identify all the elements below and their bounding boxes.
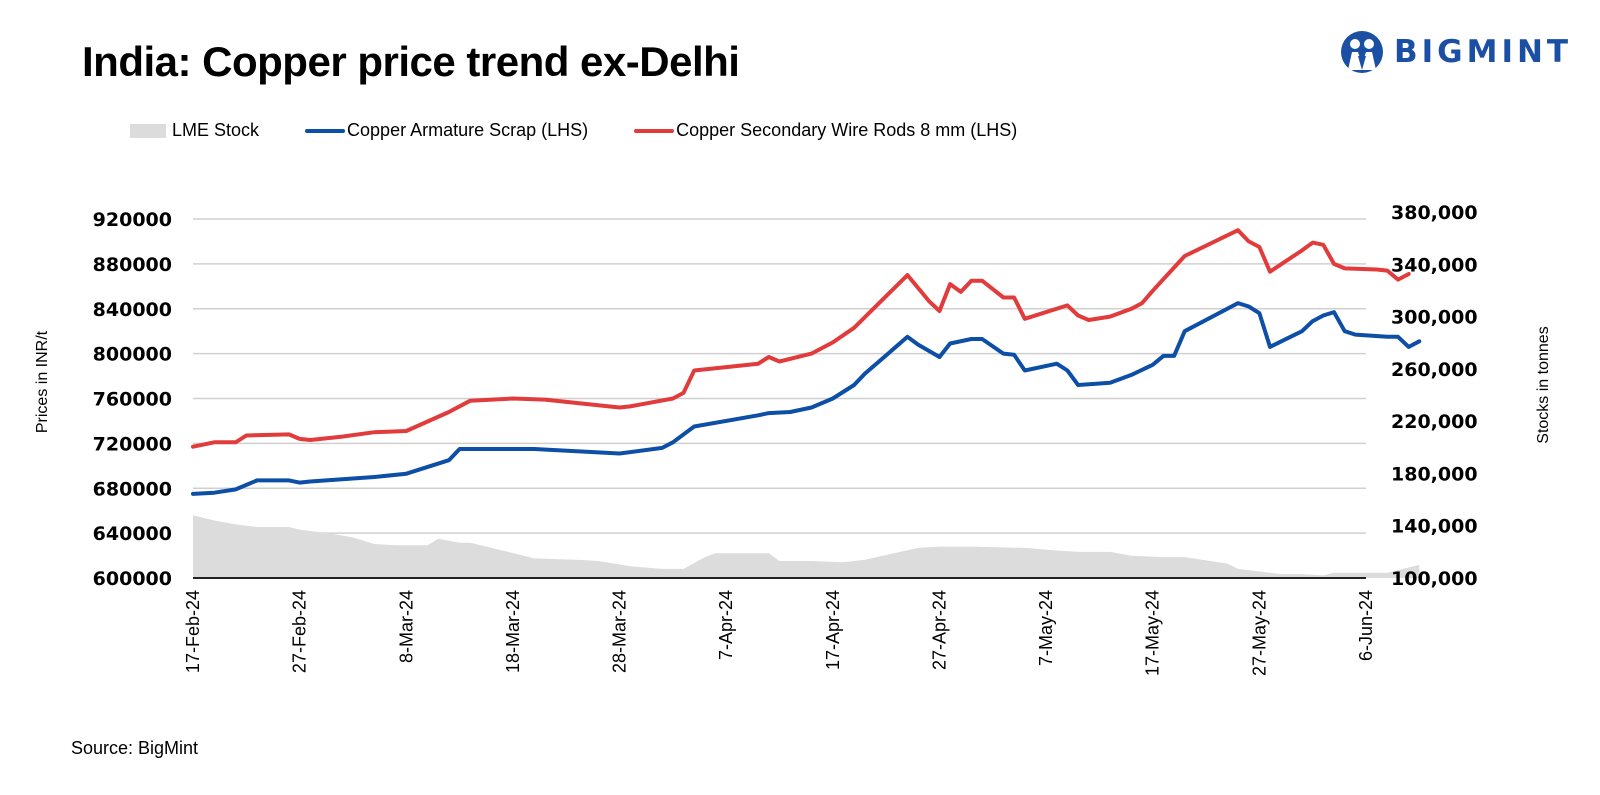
x-tick-label: 27-Apr-24	[930, 590, 950, 670]
legend-item-lme-stock: LME Stock	[130, 120, 259, 141]
x-tick-label: 27-Feb-24	[290, 590, 310, 673]
y-axis-right-title: Stocks in tonnes	[1535, 326, 1552, 443]
y-right-tick-label: 340,000	[1391, 254, 1478, 276]
y-axis-right-ticks: 100,000 140,000 180,000 220,000 260,000 300,0…	[1391, 202, 1478, 590]
y-left-tick-label: 880000	[93, 254, 172, 276]
bigmint-logo-icon	[1341, 31, 1383, 73]
y-right-tick-label: 220,000	[1391, 411, 1478, 433]
x-tick-label: 27-May-24	[1249, 590, 1269, 676]
x-tick-label: 17-Apr-24	[823, 590, 843, 670]
y-right-tick-label: 140,000	[1391, 516, 1478, 538]
x-tick-label: 7-Apr-24	[716, 590, 736, 660]
y-right-tick-label: 300,000	[1391, 307, 1478, 329]
y-left-tick-label: 800000	[93, 344, 172, 366]
y-left-tick-label: 720000	[93, 433, 172, 455]
y-left-tick-label: 760000	[93, 389, 172, 411]
y-right-tick-label: 180,000	[1391, 463, 1478, 485]
x-tick-label: 8-Mar-24	[396, 590, 416, 663]
y-left-tick-label: 640000	[93, 523, 172, 545]
line-series	[191, 228, 1422, 496]
y-right-tick-label: 380,000	[1391, 202, 1478, 224]
line-wire-rods	[191, 228, 1411, 449]
y-left-tick-label: 600000	[93, 568, 172, 590]
line-armature-scrap	[191, 301, 1422, 496]
y-left-tick-label: 920000	[93, 209, 172, 231]
logo-text: BIGMINT	[1394, 34, 1573, 70]
y-right-tick-label: 100,000	[1391, 568, 1478, 590]
y-axis-left-ticks: 600000 640000 680000 720000 760000 800000 8400…	[93, 209, 172, 590]
legend-item-wire-rods: Copper Secondary Wire Rods 8 mm (LHS)	[634, 120, 1017, 141]
x-axis-ticks: 17-Feb-24 27-Feb-24 8-Mar-24 18-Mar-24 28-Ma…	[183, 590, 1376, 676]
chart-legend: LME Stock Copper Armature Scrap (LHS) Co…	[130, 120, 1063, 141]
legend-swatch-line	[634, 128, 675, 133]
legend-swatch-area	[130, 123, 166, 138]
x-tick-label: 7-May-24	[1036, 590, 1056, 666]
legend-item-armature-scrap: Copper Armature Scrap (LHS)	[305, 120, 588, 141]
chart-title: India: Copper price trend ex-Delhi	[82, 38, 740, 85]
brand-logo: BIGMINT	[1340, 30, 1572, 74]
legend-label: LME Stock	[172, 120, 260, 140]
area-series	[193, 515, 1420, 578]
x-tick-label: 6-Jun-24	[1356, 590, 1376, 661]
source-note: Source: BigMint	[71, 738, 199, 758]
y-axis-left-title: Prices in INR/t	[34, 330, 51, 433]
area-lme-stock	[193, 515, 1420, 578]
legend-label: Copper Armature Scrap (LHS)	[347, 120, 589, 140]
x-tick-label: 18-Mar-24	[503, 590, 523, 673]
x-tick-label: 17-Feb-24	[183, 590, 203, 673]
y-right-tick-label: 260,000	[1391, 359, 1478, 381]
x-tick-label: 17-May-24	[1143, 590, 1163, 676]
gridlines	[193, 218, 1366, 534]
x-tick-label: 28-Mar-24	[610, 590, 630, 673]
y-left-tick-label: 680000	[93, 478, 172, 500]
legend-label: Copper Secondary Wire Rods 8 mm (LHS)	[676, 120, 1018, 140]
y-left-tick-label: 840000	[93, 299, 172, 321]
legend-swatch-line	[305, 128, 346, 133]
